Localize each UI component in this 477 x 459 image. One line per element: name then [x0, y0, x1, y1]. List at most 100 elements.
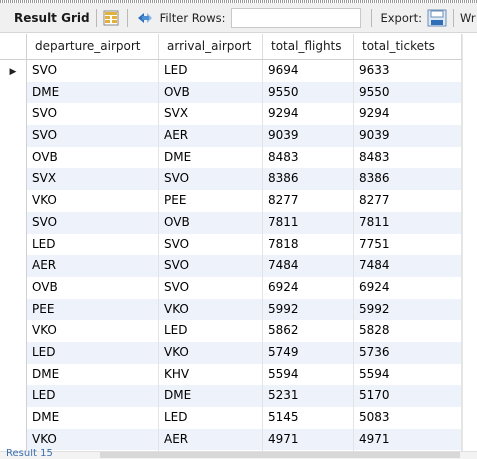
total-flights-cell[interactable]: 5594 — [263, 363, 354, 386]
arrival-airport-cell[interactable]: SVO — [159, 255, 263, 277]
total-flights-cell[interactable]: 7484 — [263, 255, 354, 277]
vertical-scrollbar[interactable] — [462, 34, 477, 451]
result-grid-tab-label[interactable]: Result Grid — [14, 10, 90, 25]
column-header-total-tickets[interactable]: total_tickets — [354, 34, 462, 59]
filter-rows-input[interactable] — [231, 7, 362, 28]
departure-airport-cell[interactable]: VKO — [27, 190, 159, 212]
departure-airport-cell[interactable]: SVO — [27, 211, 159, 234]
row-marker-cell[interactable] — [0, 103, 27, 126]
total-tickets-cell[interactable]: 9039 — [354, 125, 462, 147]
total-flights-cell[interactable]: 9694 — [263, 60, 354, 82]
row-marker-cell[interactable] — [0, 81, 27, 104]
table-row[interactable]: SVO AER 9039 9039 — [0, 125, 462, 147]
total-flights-cell[interactable]: 9294 — [263, 103, 354, 126]
table-row[interactable]: SVO OVB 7811 7811 — [0, 211, 462, 234]
total-tickets-cell[interactable]: 5828 — [354, 320, 462, 342]
arrival-airport-cell[interactable]: AER — [159, 125, 263, 147]
row-marker-cell[interactable] — [0, 341, 27, 364]
row-marker-cell[interactable] — [0, 407, 27, 429]
total-tickets-cell[interactable]: 5594 — [354, 363, 462, 386]
row-marker-cell[interactable] — [0, 320, 27, 342]
total-tickets-cell[interactable]: 4931 — [354, 450, 462, 451]
table-row[interactable]: SVO SVX 9294 9294 — [0, 103, 462, 126]
row-marker-cell[interactable]: ▶ — [0, 60, 27, 82]
row-marker-cell[interactable] — [0, 450, 27, 451]
row-marker-cell[interactable] — [0, 146, 27, 169]
row-marker-cell[interactable] — [0, 428, 27, 451]
arrival-airport-cell[interactable]: LED — [159, 320, 263, 342]
row-marker-cell[interactable] — [0, 233, 27, 256]
export-icon[interactable] — [427, 9, 447, 27]
total-flights-cell[interactable]: 5231 — [263, 385, 354, 407]
table-row[interactable]: DME LED 5145 5083 — [0, 407, 462, 429]
table-row[interactable]: AER SVO 7484 7484 — [0, 255, 462, 277]
total-tickets-cell[interactable]: 5170 — [354, 385, 462, 407]
wrap-cell-content-label[interactable]: Wr — [460, 10, 476, 25]
total-flights-cell[interactable]: 8277 — [263, 190, 354, 212]
row-marker-cell[interactable] — [0, 385, 27, 407]
departure-airport-cell[interactable]: SVO — [27, 103, 159, 126]
total-flights-cell[interactable]: 5749 — [263, 341, 354, 364]
total-flights-cell[interactable]: 6924 — [263, 276, 354, 299]
departure-airport-cell[interactable]: DME — [27, 407, 159, 429]
arrival-airport-cell[interactable]: SVO — [159, 168, 263, 191]
arrival-airport-cell[interactable]: SVO — [159, 276, 263, 299]
arrival-airport-cell[interactable]: LED — [159, 407, 263, 429]
total-tickets-cell[interactable]: 8277 — [354, 190, 462, 212]
table-row[interactable]: VKO PEE 8277 8277 — [0, 190, 462, 212]
arrival-airport-cell[interactable]: AER — [159, 428, 263, 451]
table-row[interactable]: SVX SVO 8386 8386 — [0, 168, 462, 191]
total-tickets-cell[interactable]: 7751 — [354, 233, 462, 256]
total-tickets-cell[interactable]: 8483 — [354, 146, 462, 169]
column-header-arrival-airport[interactable]: arrival_airport — [159, 34, 263, 59]
arrival-airport-cell[interactable]: DME — [159, 146, 263, 169]
arrival-airport-cell[interactable]: SVX — [159, 103, 263, 126]
departure-airport-cell[interactable]: PEE — [27, 298, 159, 321]
table-row[interactable]: OVB SVO 6924 6924 — [0, 276, 462, 299]
table-row[interactable]: VKO AER 4971 4971 — [0, 428, 462, 451]
departure-airport-cell[interactable]: VKO — [27, 320, 159, 342]
grid-layout-icon[interactable] — [103, 10, 119, 26]
total-flights-cell[interactable]: 9550 — [263, 81, 354, 104]
total-tickets-cell[interactable]: 6924 — [354, 276, 462, 299]
horizontal-scrollbar-thumb[interactable] — [100, 452, 460, 458]
departure-airport-cell[interactable]: OVB — [27, 146, 159, 169]
total-tickets-cell[interactable]: 4971 — [354, 428, 462, 451]
departure-airport-cell[interactable]: SVX — [27, 168, 159, 191]
arrival-airport-cell[interactable]: PEE — [159, 190, 263, 212]
row-marker-cell[interactable] — [0, 255, 27, 277]
table-row[interactable]: OVB DME 8483 8483 — [0, 146, 462, 169]
row-marker-cell[interactable] — [0, 168, 27, 191]
total-flights-cell[interactable]: 7811 — [263, 211, 354, 234]
total-tickets-cell[interactable]: 8386 — [354, 168, 462, 191]
total-tickets-cell[interactable]: 9633 — [354, 60, 462, 82]
total-flights-cell[interactable]: 4931 — [263, 450, 354, 451]
row-marker-cell[interactable] — [0, 125, 27, 147]
departure-airport-cell[interactable]: VKO — [27, 428, 159, 451]
table-row[interactable]: PEE VKO 5992 5992 — [0, 298, 462, 321]
table-row[interactable]: LED VKO 5749 5736 — [0, 341, 462, 364]
departure-airport-cell[interactable]: OVB — [27, 276, 159, 299]
departure-airport-cell[interactable]: AER — [27, 255, 159, 277]
departure-airport-cell[interactable]: LED — [27, 233, 159, 256]
total-tickets-cell[interactable]: 5992 — [354, 298, 462, 321]
row-marker-cell[interactable] — [0, 211, 27, 234]
table-row[interactable]: VKO LED 5862 5828 — [0, 320, 462, 342]
total-tickets-cell[interactable]: 9550 — [354, 81, 462, 104]
table-row[interactable]: DME KHV 5594 5594 — [0, 363, 462, 386]
arrival-airport-cell[interactable]: OVB — [159, 81, 263, 104]
row-marker-cell[interactable] — [0, 298, 27, 321]
total-flights-cell[interactable]: 4971 — [263, 428, 354, 451]
total-tickets-cell[interactable]: 5083 — [354, 407, 462, 429]
total-flights-cell[interactable]: 5145 — [263, 407, 354, 429]
total-tickets-cell[interactable]: 7484 — [354, 255, 462, 277]
column-header-total-flights[interactable]: total_flights — [263, 34, 354, 59]
arrival-airport-cell[interactable]: VKO — [159, 298, 263, 321]
departure-airport-cell[interactable]: DME — [27, 81, 159, 104]
total-flights-cell[interactable]: 8483 — [263, 146, 354, 169]
table-row[interactable]: LED SVO 7818 7751 — [0, 233, 462, 256]
departure-airport-cell[interactable]: SVO — [27, 125, 159, 147]
total-tickets-cell[interactable]: 7811 — [354, 211, 462, 234]
total-tickets-cell[interactable]: 5736 — [354, 341, 462, 364]
total-flights-cell[interactable]: 8386 — [263, 168, 354, 191]
